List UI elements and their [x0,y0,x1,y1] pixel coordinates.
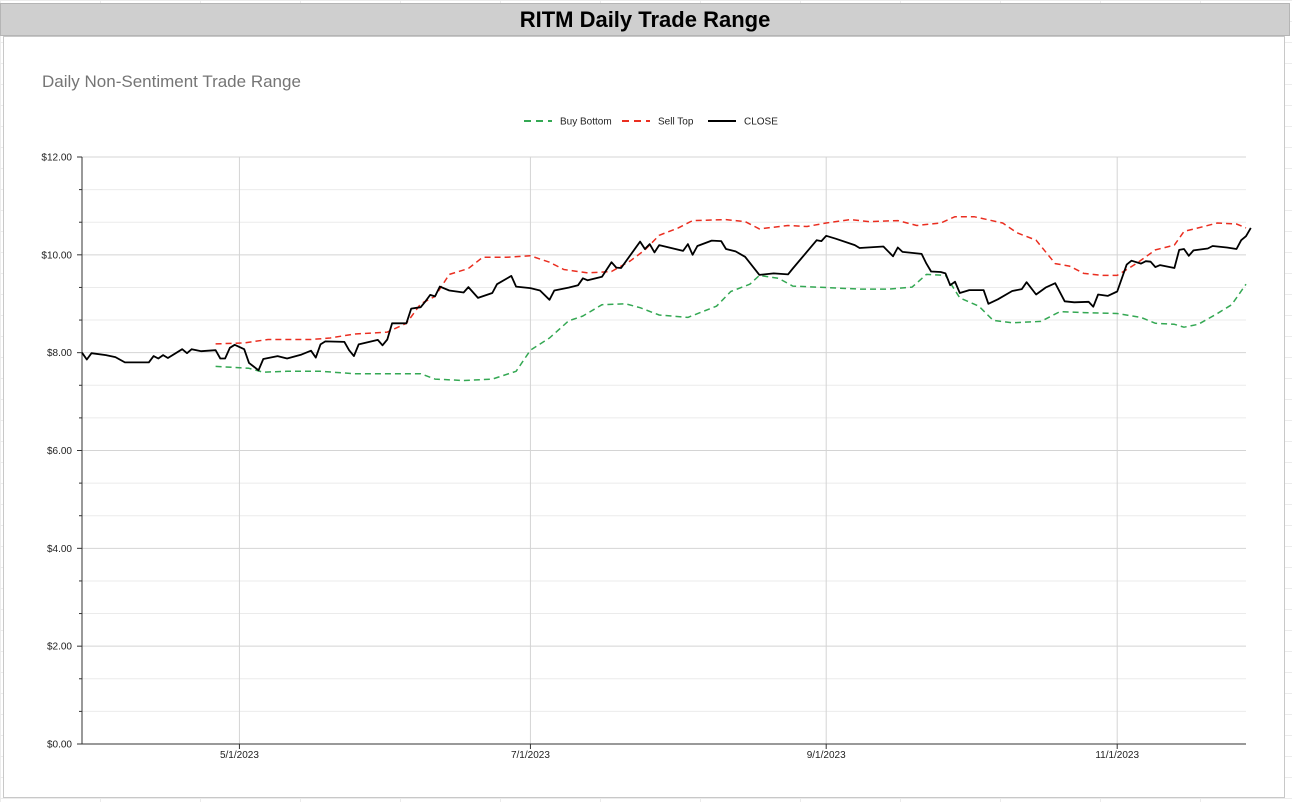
x-tick-label: 5/1/2023 [220,750,259,761]
y-tick-label: $4.00 [47,544,72,555]
page-title: RITM Daily Trade Range [519,7,771,32]
gridlines [82,156,1246,745]
series-line-buy-bottom [215,273,1247,382]
legend[interactable]: Buy Bottom Sell Top CLOSE [524,117,778,128]
series-line-sell-top [215,215,1247,345]
title-bar: RITM Daily Trade Range [0,3,1290,36]
x-tick-label: 7/1/2023 [511,750,550,761]
series-lines [81,215,1252,382]
y-tick-label: $2.00 [47,642,72,653]
legend-label-close: CLOSE [744,117,778,128]
legend-label-sell-top: Sell Top [658,117,694,128]
y-tick-label: $8.00 [47,348,72,359]
y-tick-label: $0.00 [47,740,72,751]
y-tick-label: $6.00 [47,446,72,457]
x-tick-label: 11/1/2023 [1095,750,1139,761]
legend-label-buy-bottom: Buy Bottom [560,117,612,128]
series-line-close [81,227,1252,372]
axes: $0.00 $2.00 $4.00 $6.00 $8.00 $10.00 $12.00 5/1… [41,153,1246,761]
x-tick-label: 9/1/2023 [807,750,846,761]
y-tick-label: $10.00 [41,250,72,261]
chart-frame[interactable] [3,36,1285,798]
y-tick-label: $12.00 [41,153,72,164]
chart-title: Daily Non-Sentiment Trade Range [42,72,301,91]
